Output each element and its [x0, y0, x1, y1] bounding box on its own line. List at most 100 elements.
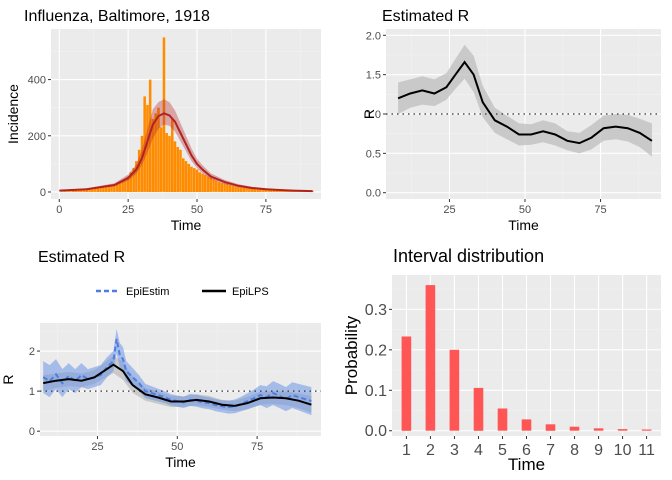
incidence-bar: [226, 184, 229, 192]
incidence-bar: [74, 190, 78, 192]
incidence-bar: [267, 189, 270, 192]
incidence-bar: [311, 191, 315, 192]
incidence-bar: [137, 149, 141, 192]
incidence-bar: [82, 189, 86, 192]
interval-x-tick-label: 5: [498, 442, 507, 459]
r-compare-title: Estimated R: [38, 249, 125, 266]
interval-y-tick-label: 0.2: [365, 342, 387, 359]
incidence-bar: [278, 190, 281, 192]
incidence-bar: [256, 189, 259, 192]
interval-x-tick-label: 8: [570, 442, 579, 459]
r-compare-epiestim-band: [43, 329, 312, 416]
incidence-bar: [162, 37, 166, 192]
interval-y-tick-label: 0.1: [365, 383, 387, 400]
interval-bar: [449, 349, 460, 431]
incidence-y-tick-label: 400: [28, 75, 46, 87]
r-lps-y-tick-label: 0.0: [366, 188, 381, 200]
incidence-bar: [248, 188, 251, 192]
r-lps-x-tick-label: 50: [519, 204, 531, 216]
r-lps-plot: 0.0 0.5 1.0 1.5 2.0 25 50 75 Time R: [361, 29, 661, 233]
incidence-bar: [217, 182, 221, 192]
incidence-bar: [195, 169, 199, 192]
incidence-bar: [237, 186, 240, 192]
incidence-bar: [93, 188, 97, 192]
incidence-bar: [201, 173, 204, 192]
incidence-bar: [159, 127, 163, 192]
legend: EpiEstim EpiLPS: [96, 286, 269, 298]
r-lps-y-axis-title: R: [361, 109, 377, 119]
r-lps-y-tick-label: 1.5: [366, 70, 381, 82]
incidence-bar: [126, 176, 130, 192]
incidence-bar: [182, 158, 185, 192]
incidence-bar: [223, 183, 226, 192]
incidence-bar: [121, 180, 124, 192]
r-compare-x-tick-label: 75: [251, 441, 263, 453]
incidence-bar: [157, 107, 160, 192]
r-compare-epilps-line: [43, 363, 312, 407]
incidence-bar: [245, 188, 248, 192]
incidence-y-tick-label: 200: [28, 131, 46, 143]
interval-bar: [497, 408, 508, 431]
r-lps-line: [397, 60, 653, 145]
incidence-bar: [132, 168, 135, 192]
incidence-bar: [110, 185, 113, 192]
interval-x-tick-label: 1: [402, 442, 411, 459]
incidence-bar: [71, 190, 75, 192]
interval-x-tick-label: 10: [614, 442, 632, 459]
incidence-bar: [228, 185, 232, 192]
incidence-bar: [165, 133, 168, 192]
incidence-bar: [80, 189, 83, 192]
interval-bar: [617, 429, 628, 431]
incidence-bar: [91, 189, 94, 192]
incidence-bar: [118, 182, 122, 192]
incidence-bar: [212, 179, 215, 192]
incidence-bar: [88, 188, 91, 192]
incidence-x-axis-title: Time: [171, 217, 202, 233]
incidence-bar: [102, 186, 105, 192]
incidence-bar: [198, 172, 202, 192]
interval-x-tick-label: 9: [594, 442, 603, 459]
incidence-bar: [135, 161, 138, 192]
incidence-bar: [283, 190, 287, 192]
r-compare-y-axis-title: R: [0, 374, 16, 384]
incidence-bar: [215, 180, 218, 192]
incidence-bar: [66, 191, 69, 192]
incidence-bar: [190, 166, 193, 192]
incidence-bar: [129, 172, 133, 192]
r-compare-x-tick-label: 50: [171, 441, 183, 453]
interval-y-tick-label: 0.3: [365, 302, 387, 319]
incidence-bar: [187, 163, 191, 192]
incidence-bar: [259, 189, 262, 192]
incidence-plot: 0 200 400 0 25 50 75 Time Incidence: [5, 29, 321, 233]
incidence-fit-line: [59, 112, 313, 193]
incidence-bar: [270, 190, 273, 192]
incidence-bar: [154, 113, 157, 192]
interval-x-tick-label: 4: [474, 442, 483, 459]
incidence-bar: [193, 168, 196, 192]
incidence-x-tick-label: 25: [122, 204, 134, 216]
interval-y-axis-title: Probability: [342, 315, 361, 395]
r-lps-y-tick-label: 1.0: [366, 109, 381, 121]
r-lps-y-tick-label: 2.0: [366, 30, 381, 42]
incidence-bar: [124, 179, 127, 192]
interval-x-tick-label: 3: [450, 442, 459, 459]
r-lps-x-axis-title: Time: [508, 217, 539, 233]
incidence-bar: [234, 186, 237, 192]
interval-x-tick-label: 2: [426, 442, 435, 459]
incidence-bar: [140, 135, 144, 192]
interval-x-tick-label: 6: [522, 442, 531, 459]
incidence-bar: [261, 189, 265, 192]
incidence-bar: [275, 190, 279, 192]
interval-x-axis-title: Time: [508, 455, 545, 474]
r-lps-y-tick-label: 0.5: [366, 148, 381, 160]
r-lps-band: [398, 44, 652, 157]
incidence-y-tick-label: 0: [40, 187, 46, 199]
incidence-bar: [264, 189, 268, 192]
incidence-bar: [253, 188, 257, 192]
incidence-bar: [69, 191, 72, 192]
interval-bar: [521, 419, 532, 431]
interval-bar: [641, 429, 652, 431]
interval-title: Interval distribution: [393, 246, 544, 266]
incidence-y-axis-title: Incidence: [5, 84, 21, 144]
r-compare-y-tick-label: 0: [29, 426, 35, 438]
